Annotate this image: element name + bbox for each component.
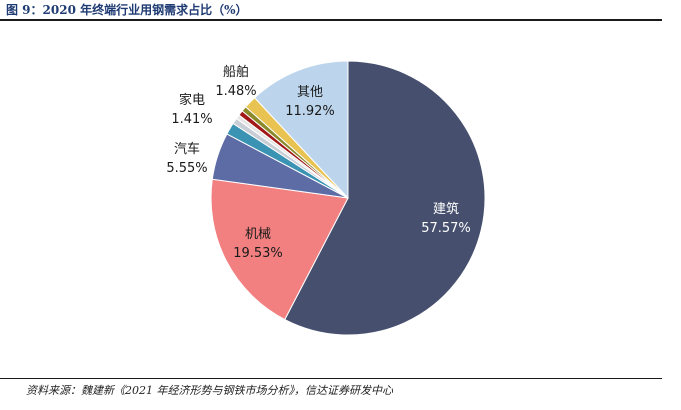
slice-label-汽车: 汽车 5.55% — [166, 141, 207, 176]
slice-name: 船舶 — [223, 64, 249, 80]
slice-name: 机械 — [245, 227, 271, 242]
slice-value-label: 1.48% — [215, 84, 256, 99]
slice-value-label: 57.57% — [421, 221, 471, 236]
slice-label-家电: 家电 1.41% — [171, 92, 212, 127]
slice-name: 汽车 — [174, 141, 200, 157]
figure-title: 图 9：2020 年终端行业用钢需求占比（%） — [6, 3, 248, 17]
slice-name: 家电 — [179, 92, 205, 108]
source-note: 资料来源：魏建新《2021 年经济形势与钢铁市场分析》，信达证券研发中心 — [26, 384, 393, 397]
pie-slice-其他 — [253, 60, 349, 200]
slice-name: 其他 — [297, 85, 323, 100]
pie-slice-建筑 — [284, 60, 486, 336]
slice-value-label: 1.41% — [171, 112, 212, 127]
pie-slice-机械 — [210, 178, 349, 321]
slice-value-label: 19.53% — [233, 246, 283, 261]
slice-value-label: 5.55% — [166, 161, 207, 176]
slice-label-机械: 机械 19.53% — [233, 227, 283, 261]
slice-label-建筑: 建筑 57.57% — [421, 201, 471, 236]
bottom-rule — [0, 378, 662, 379]
slice-value-label: 11.92% — [285, 104, 335, 119]
slice-label-船舶: 船舶 1.48% — [215, 64, 256, 99]
slice-name: 建筑 — [433, 201, 459, 217]
top-rule — [0, 19, 662, 21]
slice-label-其他: 其他 11.92% — [285, 85, 335, 119]
